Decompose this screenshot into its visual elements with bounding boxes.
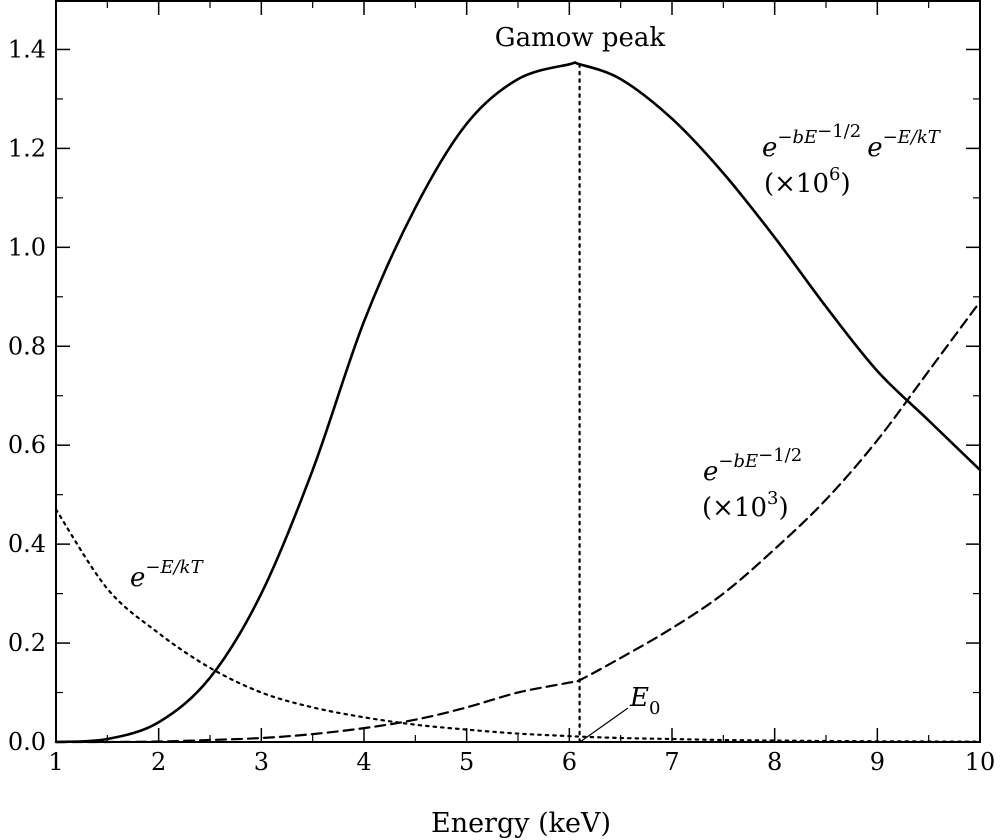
y-tick-label: 0.6 (8, 431, 46, 459)
combined-sup1: −bE (777, 127, 817, 148)
series-line-combined (54, 61, 982, 744)
x-tick-label: 4 (356, 748, 371, 776)
boltzmann-formula-label: e−E/kT (130, 557, 205, 593)
x-tick-label: 2 (151, 748, 166, 776)
y-tick-label: 1.4 (8, 35, 46, 63)
x-tick-label: 5 (459, 748, 474, 776)
plot-frame (55, 0, 981, 743)
series-line-boltzmann (54, 508, 982, 743)
combined-scale-open: (×10 (764, 169, 829, 199)
tunneling-supb: −1/2 (758, 445, 802, 466)
combined-sup1b: −1/2 (817, 121, 861, 142)
e0-label: E0 (629, 683, 660, 719)
x-tick-label: 6 (562, 748, 577, 776)
combined-scale-close: ) (840, 169, 850, 199)
boltzmann-base: e (130, 563, 145, 593)
tunneling-base: e (703, 457, 718, 487)
tunneling-formula-label: e−bE−1/2 (703, 445, 802, 487)
combined-scale-sup: 6 (829, 164, 840, 185)
x-tick-label: 8 (767, 748, 782, 776)
tick-labels: 1 2 3 4 5 6 7 8 9 10 0.0 0.2 0.4 0.6 0.8 1.0 1.2 1.4 (8, 35, 995, 776)
tunneling-scale-open: (×10 (702, 493, 767, 523)
gamow-peak-label: Gamow peak (495, 23, 666, 53)
e0-base: E (629, 683, 649, 713)
x-tick-label: 10 (965, 748, 996, 776)
y-tick-label: 1.0 (8, 233, 46, 261)
combined-scale-label: (×106) (764, 164, 851, 199)
tunneling-scale-label: (×103) (702, 488, 789, 523)
tunneling-scale-sup: 3 (767, 488, 778, 509)
y-tick-label: 0.4 (8, 530, 46, 558)
combined-base2: e (867, 133, 882, 163)
boltzmann-sup: −E/kT (145, 557, 204, 578)
y-tick-label: 0.8 (8, 332, 46, 360)
x-axis-label: Energy (keV) (431, 808, 611, 839)
series-group (54, 61, 982, 744)
x-tick-label: 3 (254, 748, 269, 776)
e0-sub: 0 (649, 698, 660, 719)
tunneling-scale-close: ) (778, 493, 788, 523)
e0-leader-line (579, 707, 629, 743)
combined-base1: e (762, 133, 777, 163)
y-tick-label: 1.2 (8, 134, 46, 162)
y-tick-label: 0.0 (8, 728, 46, 756)
axes (55, 0, 981, 743)
combined-sup2: −E/kT (883, 127, 942, 148)
x-tick-label: 7 (664, 748, 679, 776)
combined-formula-label: e−bE−1/2e−E/kT (762, 121, 942, 163)
x-tick-label: 1 (48, 748, 63, 776)
y-tick-label: 0.2 (8, 629, 46, 657)
ticks (55, 0, 981, 743)
series-line-tunneling (54, 300, 982, 744)
tunneling-sup: −bE (718, 451, 758, 472)
x-tick-label: 9 (870, 748, 885, 776)
